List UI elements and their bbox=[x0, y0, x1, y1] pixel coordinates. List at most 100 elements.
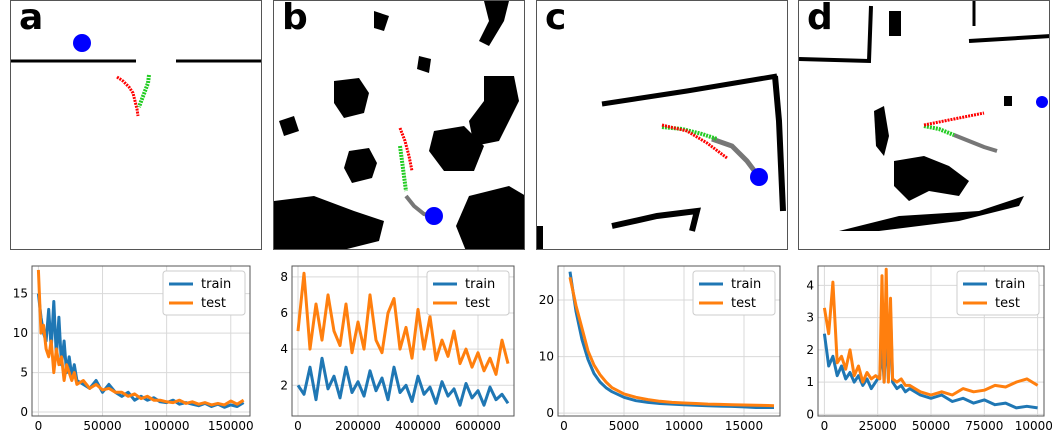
y-tick-label: 15 bbox=[13, 287, 28, 301]
obstacle bbox=[417, 56, 431, 73]
x-tick-label: 0 bbox=[560, 419, 568, 433]
plot-frame bbox=[291, 265, 515, 417]
y-tick-label: 1 bbox=[806, 375, 814, 389]
x-tick-label: 0 bbox=[821, 419, 829, 433]
wall bbox=[968, 34, 1049, 43]
loss-chart-a: 0 50000 100000 150000 0 5 10 15 train test bbox=[0, 258, 262, 436]
obstacle bbox=[874, 106, 889, 156]
path-gray bbox=[953, 133, 998, 153]
x-tick-label: 100000 bbox=[1015, 419, 1052, 433]
y-tick-label: 20 bbox=[539, 293, 554, 307]
panel-letter-b: b bbox=[282, 0, 308, 38]
obstacle bbox=[469, 76, 519, 146]
map-b-canvas bbox=[274, 1, 524, 249]
legend-label-train: train bbox=[731, 277, 761, 292]
path-red bbox=[661, 123, 728, 160]
x-tick-label: 150000 bbox=[208, 419, 254, 433]
series-line-test bbox=[36, 269, 245, 407]
y-tick-label: 4 bbox=[280, 342, 288, 356]
legend-label-train: train bbox=[201, 277, 231, 292]
series-line-test bbox=[822, 267, 1039, 397]
obstacle bbox=[334, 78, 369, 118]
map-panel-d: d bbox=[798, 0, 1050, 250]
path-red bbox=[398, 127, 414, 172]
x-tick-label: 200000 bbox=[335, 419, 381, 433]
legend-label-test: test bbox=[465, 296, 490, 311]
wall-right bbox=[772, 75, 786, 212]
chart-c-svg: 0 5000 10000 15000 0 10 20 train test bbox=[539, 265, 781, 433]
legend-label-test: test bbox=[201, 296, 226, 311]
obstacle bbox=[479, 1, 509, 46]
legend-label-train: train bbox=[465, 277, 495, 292]
goal-marker bbox=[1036, 96, 1048, 108]
wall-top bbox=[601, 73, 778, 107]
wall-bottom bbox=[611, 207, 701, 232]
obstacle bbox=[839, 196, 1024, 231]
legend-label-test: test bbox=[731, 296, 756, 311]
path-green bbox=[923, 124, 955, 137]
obstacle bbox=[429, 126, 484, 171]
x-tick-label: 25000 bbox=[859, 419, 897, 433]
x-tick-label: 0 bbox=[294, 419, 302, 433]
path-green bbox=[137, 74, 151, 108]
panel-letter-c: c bbox=[545, 0, 567, 38]
series-line-train bbox=[296, 356, 510, 407]
x-tick-label: 10000 bbox=[665, 419, 703, 433]
goal-marker bbox=[73, 34, 91, 52]
x-tick-label: 15000 bbox=[725, 419, 763, 433]
y-tick-label: 5 bbox=[20, 366, 28, 380]
y-tick-label: 0 bbox=[806, 407, 814, 421]
x-tick-label: 400000 bbox=[395, 419, 441, 433]
loss-chart-d: 0 25000 50000 75000 100000 0 1 2 3 4 train test bbox=[790, 258, 1057, 436]
y-tick-label: 2 bbox=[280, 378, 288, 392]
chart-d-svg: 0 25000 50000 75000 100000 0 1 2 3 4 train test bbox=[806, 265, 1057, 433]
series-line-test bbox=[296, 271, 510, 376]
x-tick-label: 0 bbox=[35, 419, 43, 433]
x-tick-label: 50000 bbox=[83, 419, 121, 433]
y-tick-label: 3 bbox=[806, 311, 814, 325]
legend-label-test: test bbox=[995, 296, 1020, 311]
y-tick-label: 4 bbox=[806, 278, 814, 292]
obstacle bbox=[344, 148, 377, 183]
obstacle bbox=[894, 156, 969, 201]
map-c-canvas bbox=[537, 73, 786, 249]
x-tick-label: 75000 bbox=[965, 419, 1003, 433]
path-red bbox=[923, 111, 985, 127]
y-tick-label: 2 bbox=[806, 343, 814, 357]
path-red bbox=[116, 75, 140, 117]
y-tick-label: 0 bbox=[20, 405, 28, 419]
path-gray bbox=[711, 136, 761, 179]
series-line-test bbox=[568, 276, 775, 408]
series-line-train bbox=[568, 271, 774, 409]
wall bbox=[799, 5, 873, 64]
map-panel-c: c bbox=[536, 0, 788, 250]
x-tick-label: 100000 bbox=[144, 419, 190, 433]
y-tick-label: 10 bbox=[13, 326, 28, 340]
panel-letter-d: d bbox=[807, 0, 833, 38]
obstacle bbox=[374, 11, 389, 31]
loss-chart-b: 0 200000 400000 600000 2 4 6 8 train test bbox=[262, 258, 524, 436]
chart-a-svg: 0 50000 100000 150000 0 5 10 15 train test bbox=[13, 265, 254, 433]
legend: train test bbox=[162, 270, 246, 316]
obstacles bbox=[839, 96, 1024, 231]
y-tick-label: 6 bbox=[280, 306, 288, 320]
obstacle bbox=[279, 116, 299, 136]
goal-marker bbox=[425, 207, 443, 225]
obstacles bbox=[274, 1, 524, 249]
map-d-canvas bbox=[799, 1, 1049, 231]
map-a-canvas bbox=[11, 34, 261, 117]
plot-frame bbox=[557, 265, 781, 417]
obstacle bbox=[889, 11, 901, 36]
plot-frame bbox=[817, 265, 1045, 417]
x-tick-label: 600000 bbox=[455, 419, 501, 433]
legend: train test bbox=[426, 270, 510, 316]
panel-letter-a: a bbox=[19, 0, 44, 38]
goal-marker bbox=[750, 168, 768, 186]
x-tick-label: 5000 bbox=[609, 419, 640, 433]
obstacle bbox=[274, 196, 384, 249]
map-panel-a: a bbox=[10, 0, 262, 250]
x-tick-label: 50000 bbox=[912, 419, 950, 433]
legend-label-train: train bbox=[995, 277, 1025, 292]
y-tick-label: 8 bbox=[280, 270, 288, 284]
obstacle bbox=[456, 186, 524, 249]
